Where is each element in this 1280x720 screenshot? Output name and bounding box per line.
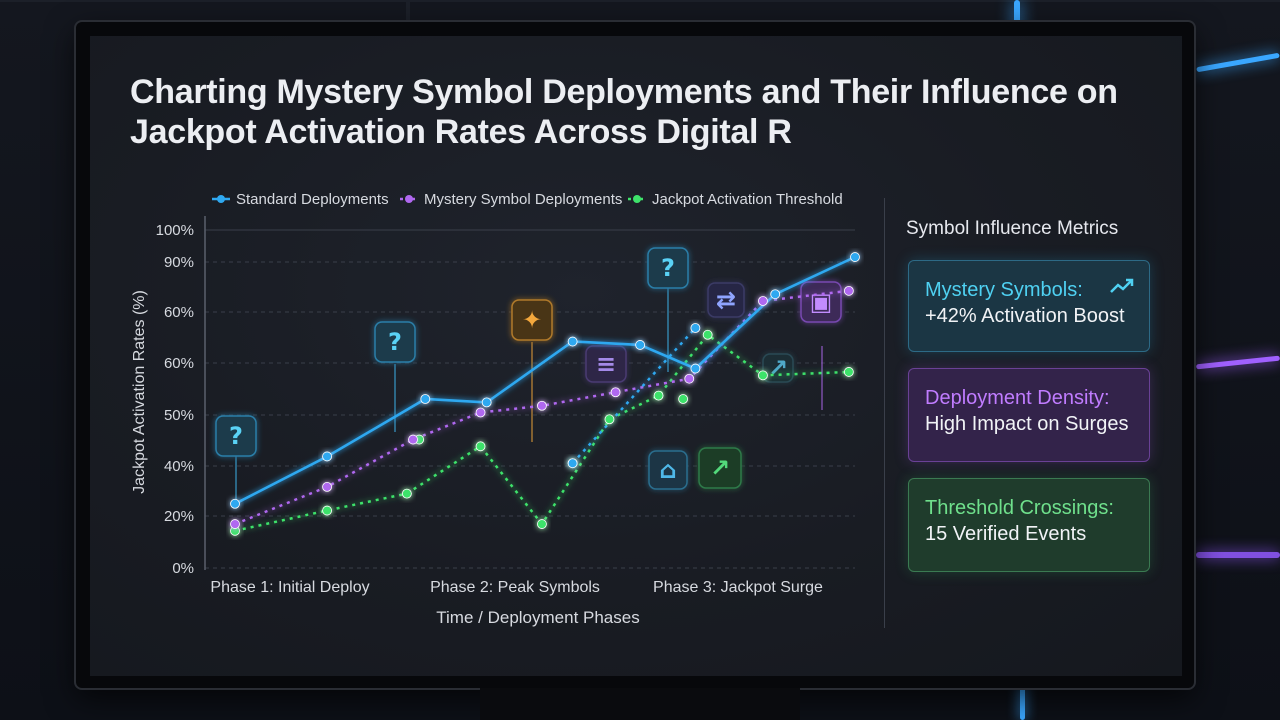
metric-value: High Impact on Surges bbox=[925, 413, 1129, 435]
data-point-threshold bbox=[702, 329, 713, 340]
question-mark-icon: ? bbox=[374, 321, 416, 363]
data-point-standard bbox=[567, 458, 578, 469]
trend-up-icon: ↗ bbox=[762, 353, 794, 383]
data-point-mystery bbox=[408, 434, 418, 445]
svg-text:⌂: ⌂ bbox=[659, 456, 676, 484]
data-point-threshold bbox=[475, 441, 486, 452]
question-mark-icon: ? bbox=[215, 415, 257, 457]
x-tick-label: Phase 1: Initial Deploy bbox=[210, 579, 369, 596]
metric-label: Mystery Symbols: bbox=[925, 279, 1083, 301]
wall-panel-line bbox=[406, 0, 410, 22]
data-point-standard bbox=[690, 323, 701, 333]
svg-text:⇄: ⇄ bbox=[716, 286, 736, 314]
x-tick-label: Phase 2: Peak Symbols bbox=[430, 579, 600, 596]
y-tick-label: 20% bbox=[164, 508, 194, 525]
data-point-standard bbox=[322, 451, 332, 462]
data-point-mystery bbox=[843, 285, 854, 296]
svg-text:✦: ✦ bbox=[522, 306, 542, 334]
trend-up-icon bbox=[1110, 278, 1134, 293]
series-line-standard bbox=[234, 255, 856, 505]
bell-icon: ⌂ bbox=[648, 450, 688, 490]
data-point-threshold bbox=[401, 488, 412, 499]
data-point-mystery bbox=[684, 373, 695, 384]
metric-value: +42% Activation Boost bbox=[925, 305, 1125, 327]
series-line-standard-projection bbox=[571, 327, 697, 465]
data-point-threshold bbox=[604, 414, 615, 425]
panel-divider bbox=[884, 198, 885, 628]
data-point-mystery bbox=[537, 400, 547, 411]
data-point-threshold bbox=[843, 367, 854, 377]
metric-card-threshold-crossings: Threshold Crossings: 15 Verified Events bbox=[908, 478, 1150, 572]
svg-text:↗: ↗ bbox=[710, 454, 730, 482]
question-mark-icon: ? bbox=[647, 247, 689, 289]
data-point-mystery bbox=[230, 519, 240, 529]
y-tick-label: 60% bbox=[164, 355, 194, 372]
legend-swatch-dot bbox=[633, 195, 641, 203]
y-tick-label: 90% bbox=[164, 254, 194, 271]
svg-text:↗: ↗ bbox=[768, 354, 788, 382]
data-point-mystery bbox=[475, 407, 486, 418]
neon-light-strip bbox=[1195, 355, 1280, 370]
data-point-standard bbox=[481, 397, 492, 408]
metrics-panel-title: Symbol Influence Metrics bbox=[906, 218, 1119, 239]
svg-text:?: ? bbox=[661, 254, 675, 282]
shuffle-icon: ⇄ bbox=[707, 282, 745, 318]
y-tick-label: 100% bbox=[156, 222, 194, 239]
data-point-standard bbox=[850, 252, 860, 262]
monitor-stand bbox=[480, 688, 800, 720]
data-point-threshold bbox=[653, 390, 664, 401]
neon-light-strip bbox=[1020, 684, 1025, 720]
y-tick-label: 60% bbox=[164, 304, 194, 321]
y-tick-label: 50% bbox=[164, 407, 194, 424]
monitor-screen: Charting Mystery Symbol Deployments and … bbox=[90, 36, 1182, 676]
x-axis-label: Time / Deployment Phases bbox=[436, 608, 639, 627]
x-tick-label: Phase 3: Jackpot Surge bbox=[653, 579, 823, 596]
data-point-threshold bbox=[537, 519, 547, 529]
legend-swatch-dot bbox=[405, 195, 413, 203]
metric-label: Threshold Crossings: bbox=[925, 497, 1114, 519]
neon-light-strip bbox=[1196, 52, 1280, 73]
legend-swatch-dot bbox=[217, 195, 225, 203]
line-chart: 0% 20% 40% 50% 60% 60% 90% 100% Phase 1: Initial… bbox=[131, 191, 860, 627]
y-tick-label: 0% bbox=[172, 560, 194, 577]
legend-label: Jackpot Activation Threshold bbox=[652, 191, 843, 208]
y-axis-label: Jackpot Activation Rates (%) bbox=[131, 290, 148, 494]
neon-light-strip bbox=[1196, 552, 1280, 558]
svg-text:▣: ▣ bbox=[810, 288, 833, 316]
data-point-standard bbox=[420, 394, 431, 404]
arrow-up-icon: ↗ bbox=[698, 447, 742, 489]
data-point-standard bbox=[770, 289, 781, 300]
data-point-standard bbox=[567, 336, 578, 347]
svg-text:?: ? bbox=[229, 422, 243, 450]
chart-title: Charting Mystery Symbol Deployments and … bbox=[130, 73, 1118, 151]
data-point-threshold bbox=[678, 394, 689, 404]
series-line-threshold bbox=[234, 333, 849, 533]
data-point-mystery bbox=[322, 481, 332, 492]
metric-card-deployment-density: Deployment Density: High Impact on Surge… bbox=[908, 368, 1150, 462]
metric-card-mystery-symbols: Mystery Symbols: +42% Activation Boost bbox=[908, 260, 1150, 352]
data-point-standard bbox=[635, 340, 646, 350]
metric-label: Deployment Density: bbox=[925, 387, 1110, 409]
data-point-threshold bbox=[322, 505, 332, 516]
data-point-mystery bbox=[758, 296, 768, 306]
data-point-standard bbox=[690, 363, 701, 374]
data-point-threshold bbox=[758, 370, 768, 381]
legend-label: Standard Deployments bbox=[236, 191, 389, 208]
legend-label: Mystery Symbol Deployments bbox=[424, 191, 622, 208]
lock-icon: ▣ bbox=[800, 281, 842, 323]
wall-panel-line bbox=[0, 0, 1280, 2]
data-point-mystery bbox=[610, 387, 621, 398]
data-point-standard bbox=[230, 498, 240, 509]
sound-wave-icon: ≡ bbox=[585, 345, 627, 383]
coin-icon: ✦ bbox=[511, 299, 553, 341]
svg-text:≡: ≡ bbox=[596, 350, 616, 378]
y-tick-label: 40% bbox=[164, 458, 194, 475]
svg-text:?: ? bbox=[388, 328, 402, 356]
metric-value: 15 Verified Events bbox=[925, 523, 1087, 545]
